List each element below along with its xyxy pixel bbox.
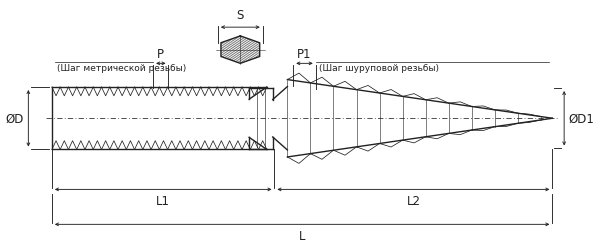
Text: S: S xyxy=(236,9,244,22)
Text: ØD1: ØD1 xyxy=(569,112,595,125)
Text: P1: P1 xyxy=(297,48,312,60)
Text: ØD: ØD xyxy=(5,112,23,125)
Text: (Шаг метрической резьбы): (Шаг метрической резьбы) xyxy=(56,64,186,73)
Text: (Шаг шуруповой резьбы): (Шаг шуруповой резьбы) xyxy=(319,64,439,73)
Text: L2: L2 xyxy=(406,194,421,207)
Text: P: P xyxy=(157,48,164,60)
Text: L1: L1 xyxy=(156,194,170,207)
Text: L: L xyxy=(299,230,305,242)
